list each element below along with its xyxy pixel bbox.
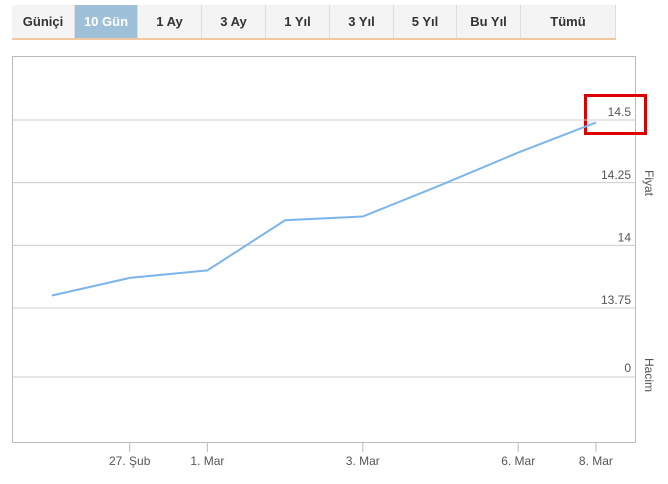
- range-tab[interactable]: 1 Ay: [138, 5, 202, 38]
- range-tab[interactable]: 3 Ay: [202, 5, 266, 38]
- y2-axis-title: Hacim: [642, 358, 656, 392]
- x-tick-label: 3. Mar: [346, 454, 380, 468]
- y2-tick-label: 0: [624, 361, 631, 375]
- range-tab[interactable]: 3 Yıl: [330, 5, 394, 38]
- y-axis-title: Fiyat: [642, 170, 656, 197]
- y-tick-label: 14.5: [608, 105, 632, 119]
- y-tick-label: 14.25: [601, 168, 631, 182]
- range-tab[interactable]: Tümü: [521, 5, 616, 38]
- x-tick-label: 1. Mar: [190, 454, 224, 468]
- x-tick-label: 6. Mar: [501, 454, 535, 468]
- price-line: [51, 121, 597, 297]
- range-tab[interactable]: 1 Yıl: [266, 5, 330, 38]
- y-tick-label: 14: [618, 231, 632, 245]
- range-tab[interactable]: Güniçi: [12, 5, 75, 38]
- y-tick-label: 13.75: [601, 293, 631, 307]
- range-tabs: Güniçi 10 Gün 1 Ay 3 Ay 1 Yıl 3 Yıl 5 Yıl Bu Yı…: [12, 5, 616, 40]
- highlight-box: [584, 94, 647, 135]
- x-tick-label: 27. Şub: [109, 454, 151, 468]
- plot-frame: [12, 56, 636, 443]
- range-tab[interactable]: 10 Gün: [75, 5, 138, 38]
- range-tab[interactable]: 5 Yıl: [394, 5, 457, 38]
- x-tick-label: 8. Mar: [579, 454, 613, 468]
- range-tab[interactable]: Bu Yıl: [457, 5, 521, 38]
